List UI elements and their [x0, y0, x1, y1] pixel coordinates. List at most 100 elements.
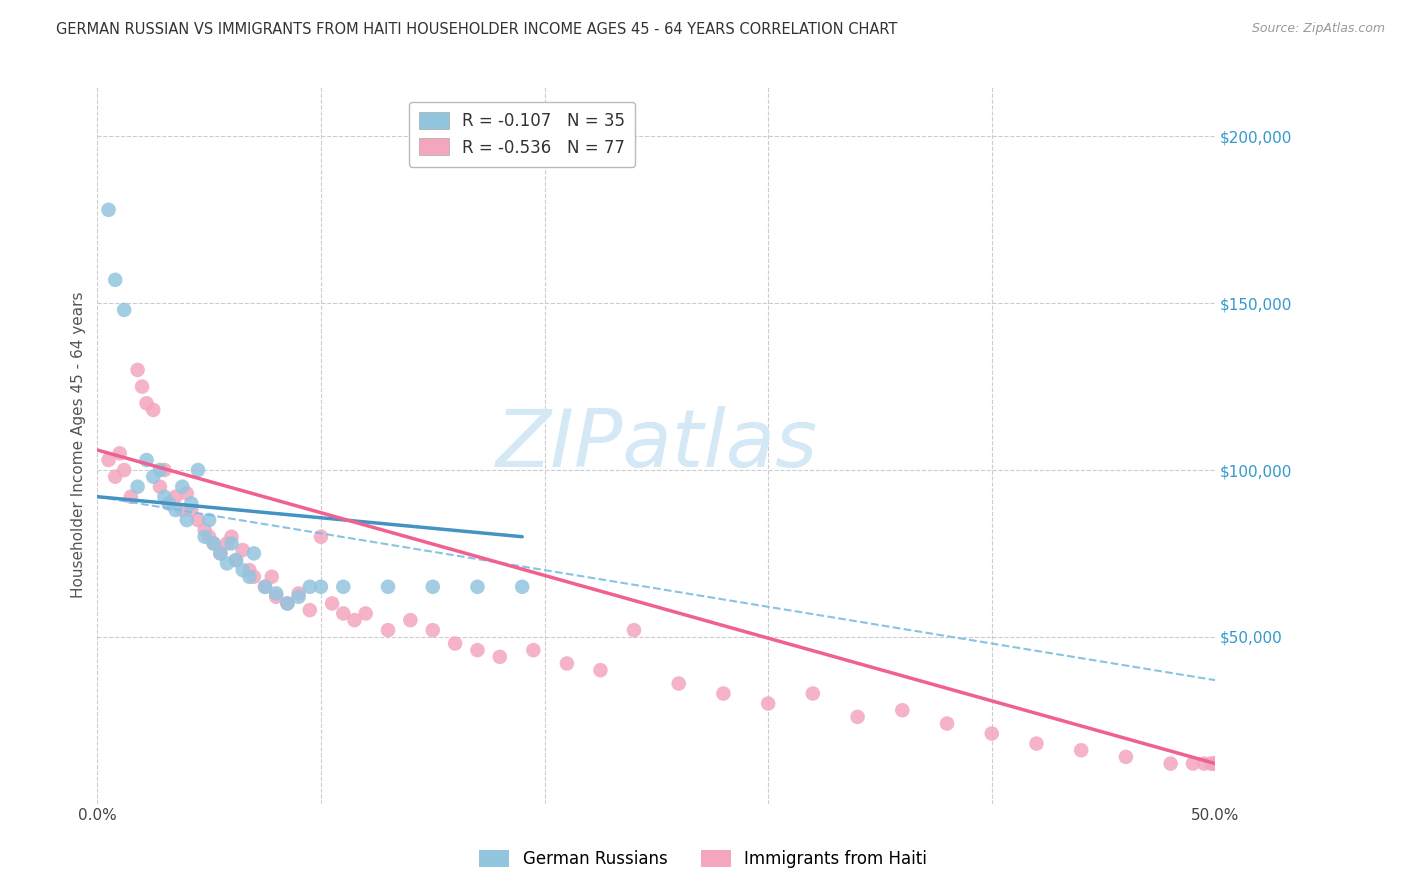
Point	[238, 563, 260, 577]
Point	[846, 710, 869, 724]
Point	[1204, 756, 1226, 771]
Point	[165, 490, 187, 504]
Point	[354, 607, 377, 621]
Point	[287, 590, 309, 604]
Point	[1025, 737, 1047, 751]
Point	[1204, 756, 1226, 771]
Point	[343, 613, 366, 627]
Point	[142, 469, 165, 483]
Point	[377, 580, 399, 594]
Point	[198, 513, 221, 527]
Point	[180, 496, 202, 510]
Point	[135, 453, 157, 467]
Point	[1204, 756, 1226, 771]
Point	[555, 657, 578, 671]
Point	[467, 643, 489, 657]
Point	[1070, 743, 1092, 757]
Point	[225, 553, 247, 567]
Point	[444, 636, 467, 650]
Point	[209, 546, 232, 560]
Point	[1204, 756, 1226, 771]
Point	[321, 597, 343, 611]
Point	[202, 536, 225, 550]
Point	[1199, 756, 1222, 771]
Point	[108, 446, 131, 460]
Point	[172, 480, 194, 494]
Point	[488, 649, 510, 664]
Point	[522, 643, 544, 657]
Point	[215, 557, 238, 571]
Point	[298, 580, 321, 594]
Point	[131, 379, 153, 393]
Point	[891, 703, 914, 717]
Point	[165, 503, 187, 517]
Point	[1204, 756, 1226, 771]
Point	[254, 580, 277, 594]
Point	[1204, 756, 1226, 771]
Point	[713, 686, 735, 700]
Point	[264, 586, 287, 600]
Point	[187, 463, 209, 477]
Point	[176, 486, 198, 500]
Point	[97, 202, 120, 217]
Point	[176, 513, 198, 527]
Point	[1181, 756, 1204, 771]
Point	[399, 613, 422, 627]
Point	[243, 546, 266, 560]
Legend: R = -0.107   N = 35, R = -0.536   N = 77: R = -0.107 N = 35, R = -0.536 N = 77	[409, 102, 636, 167]
Point	[157, 496, 180, 510]
Point	[668, 676, 690, 690]
Point	[1204, 756, 1226, 771]
Point	[1192, 756, 1215, 771]
Point	[149, 463, 172, 477]
Point	[198, 530, 221, 544]
Point	[309, 530, 332, 544]
Point	[1204, 756, 1226, 771]
Point	[209, 546, 232, 560]
Point	[1160, 756, 1182, 771]
Point	[225, 553, 247, 567]
Point	[221, 530, 243, 544]
Point	[936, 716, 959, 731]
Point	[153, 463, 176, 477]
Point	[232, 543, 254, 558]
Point	[1204, 756, 1226, 771]
Text: GERMAN RUSSIAN VS IMMIGRANTS FROM HAITI HOUSEHOLDER INCOME AGES 45 - 64 YEARS CO: GERMAN RUSSIAN VS IMMIGRANTS FROM HAITI …	[56, 22, 897, 37]
Point	[104, 469, 127, 483]
Point	[221, 536, 243, 550]
Point	[260, 570, 283, 584]
Point	[756, 697, 779, 711]
Point	[172, 503, 194, 517]
Point	[112, 302, 135, 317]
Point	[1204, 756, 1226, 771]
Point	[309, 580, 332, 594]
Point	[1115, 750, 1137, 764]
Point	[194, 530, 217, 544]
Text: ZIPatlas: ZIPatlas	[495, 406, 817, 484]
Point	[194, 523, 217, 537]
Point	[1204, 756, 1226, 771]
Point	[149, 480, 172, 494]
Point	[980, 726, 1002, 740]
Point	[187, 513, 209, 527]
Point	[332, 607, 354, 621]
Legend: German Russians, Immigrants from Haiti: German Russians, Immigrants from Haiti	[472, 843, 934, 875]
Point	[422, 580, 444, 594]
Point	[215, 536, 238, 550]
Point	[298, 603, 321, 617]
Point	[243, 570, 266, 584]
Point	[422, 623, 444, 637]
Point	[127, 480, 149, 494]
Point	[287, 586, 309, 600]
Point	[264, 590, 287, 604]
Point	[276, 597, 298, 611]
Point	[180, 503, 202, 517]
Point	[112, 463, 135, 477]
Point	[254, 580, 277, 594]
Point	[801, 686, 824, 700]
Text: Source: ZipAtlas.com: Source: ZipAtlas.com	[1251, 22, 1385, 36]
Point	[377, 623, 399, 637]
Point	[232, 563, 254, 577]
Point	[153, 490, 176, 504]
Point	[104, 273, 127, 287]
